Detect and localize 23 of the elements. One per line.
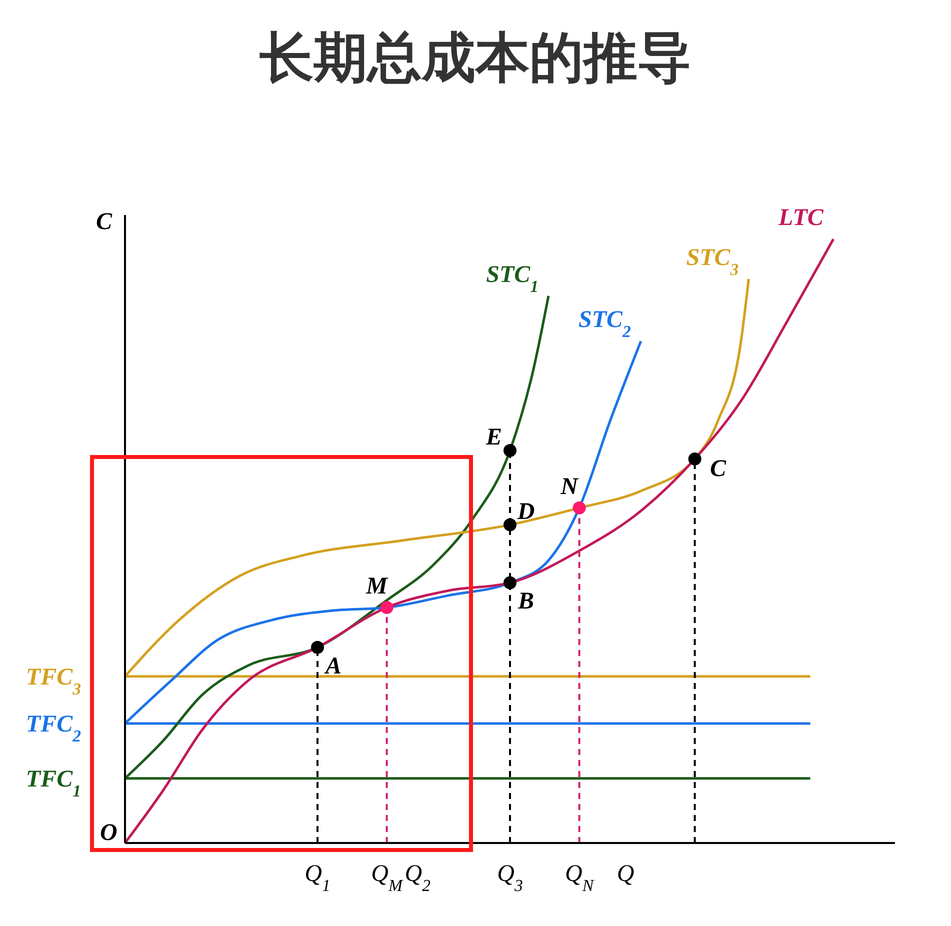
annotation: C	[710, 456, 726, 482]
annotation: E	[484, 424, 502, 450]
x-tick-label: Q$_{N}$	[565, 861, 594, 894]
series-label: TFC$_{1}$	[26, 766, 81, 800]
x-tick-label: Q$_{M}$	[371, 861, 404, 894]
series-label: STC$_{1}$	[486, 262, 538, 296]
series-label: LTC	[777, 205, 824, 232]
annotation: N	[560, 473, 580, 500]
x-tick-label: Q$_{3}$	[497, 861, 523, 894]
x-tick-label: Q$_{1}$	[304, 861, 330, 894]
annotation: B	[516, 588, 534, 614]
series-label: TFC$_{3}$	[26, 664, 81, 698]
series-label: STC$_{3}$	[686, 245, 739, 279]
series-label: TFC$_{2}$	[26, 711, 81, 745]
chart-title: 长期总成本的推导	[258, 25, 692, 91]
annotation: A	[323, 652, 342, 679]
text: O	[100, 820, 118, 846]
x-tick-label: Q$_{2}$	[404, 861, 432, 894]
series-label: STC$_{2}$	[578, 307, 631, 341]
annotation: M	[365, 573, 390, 600]
annotation: D	[516, 498, 535, 524]
x-tick-label: Q	[616, 861, 634, 887]
y-axis-title: C	[96, 209, 113, 235]
